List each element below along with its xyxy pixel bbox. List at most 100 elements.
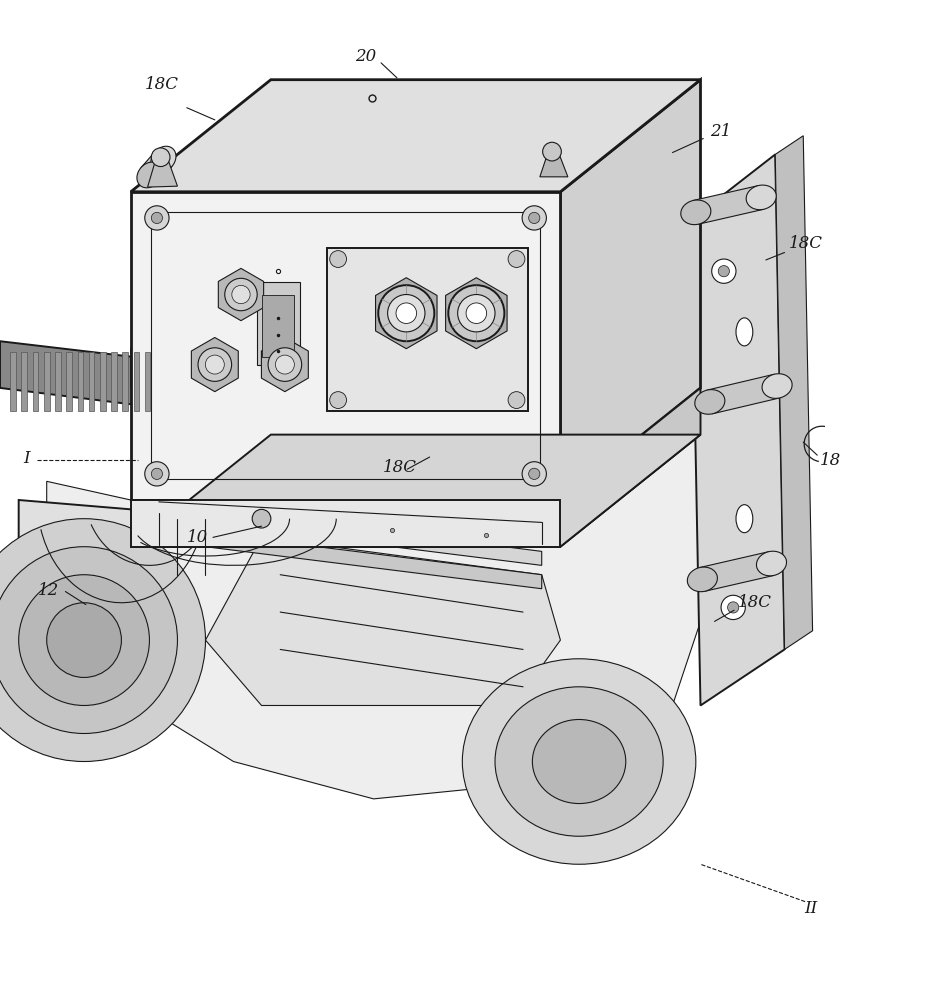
Ellipse shape <box>495 687 663 836</box>
Circle shape <box>205 355 224 374</box>
Ellipse shape <box>736 318 753 346</box>
Bar <box>262 295 294 357</box>
Polygon shape <box>10 352 16 411</box>
Polygon shape <box>21 352 27 411</box>
Circle shape <box>522 206 546 230</box>
Polygon shape <box>700 552 774 591</box>
Circle shape <box>508 251 525 267</box>
Circle shape <box>252 509 271 528</box>
Polygon shape <box>693 186 764 224</box>
Polygon shape <box>262 337 308 392</box>
Circle shape <box>330 392 347 408</box>
Circle shape <box>47 603 121 677</box>
Circle shape <box>448 285 504 341</box>
Polygon shape <box>44 352 50 411</box>
Circle shape <box>268 348 302 381</box>
Polygon shape <box>707 374 780 414</box>
Circle shape <box>225 278 257 311</box>
Circle shape <box>718 266 729 277</box>
Ellipse shape <box>736 505 753 533</box>
Ellipse shape <box>151 146 176 172</box>
Polygon shape <box>66 352 72 411</box>
Ellipse shape <box>757 551 786 576</box>
Circle shape <box>466 303 487 323</box>
Polygon shape <box>560 80 700 500</box>
Circle shape <box>508 392 525 408</box>
Polygon shape <box>205 537 560 705</box>
Ellipse shape <box>137 162 162 188</box>
Text: 18: 18 <box>820 452 842 469</box>
Text: 21: 21 <box>710 123 731 140</box>
Ellipse shape <box>762 374 792 398</box>
Ellipse shape <box>695 390 725 414</box>
Polygon shape <box>131 192 560 500</box>
Circle shape <box>232 285 250 304</box>
Text: 18C: 18C <box>738 594 771 611</box>
Circle shape <box>151 212 163 224</box>
Circle shape <box>529 212 540 224</box>
Polygon shape <box>47 435 710 799</box>
Text: I: I <box>22 450 30 467</box>
Polygon shape <box>145 352 150 411</box>
Bar <box>257 282 300 365</box>
Polygon shape <box>19 500 149 705</box>
Polygon shape <box>219 268 263 321</box>
Circle shape <box>276 355 294 374</box>
Circle shape <box>330 251 347 267</box>
Circle shape <box>712 259 736 283</box>
Text: 18C: 18C <box>789 235 823 252</box>
Text: 18C: 18C <box>383 459 417 476</box>
Polygon shape <box>148 160 177 187</box>
Text: 20: 20 <box>355 48 376 65</box>
Polygon shape <box>89 352 94 411</box>
Ellipse shape <box>681 200 711 225</box>
Circle shape <box>529 468 540 479</box>
Polygon shape <box>560 388 700 547</box>
Circle shape <box>198 348 232 381</box>
Polygon shape <box>134 352 139 411</box>
Polygon shape <box>191 337 238 392</box>
Polygon shape <box>131 80 700 192</box>
Polygon shape <box>111 352 117 411</box>
Text: 18C: 18C <box>145 76 178 93</box>
Polygon shape <box>205 533 542 589</box>
Polygon shape <box>540 153 568 177</box>
Circle shape <box>458 295 495 332</box>
Polygon shape <box>446 278 507 349</box>
Circle shape <box>543 142 561 161</box>
Polygon shape <box>78 352 83 411</box>
Polygon shape <box>205 509 542 565</box>
Circle shape <box>396 303 417 323</box>
Ellipse shape <box>687 567 717 592</box>
Bar <box>327 248 528 411</box>
Polygon shape <box>55 352 61 411</box>
Circle shape <box>151 468 163 479</box>
Polygon shape <box>131 346 159 390</box>
Ellipse shape <box>462 659 696 864</box>
Circle shape <box>522 462 546 486</box>
Circle shape <box>378 285 434 341</box>
Polygon shape <box>775 136 813 649</box>
Polygon shape <box>375 278 437 349</box>
Circle shape <box>151 148 170 167</box>
Circle shape <box>145 462 169 486</box>
Text: 10: 10 <box>187 529 208 546</box>
Text: 12: 12 <box>37 582 59 599</box>
Text: II: II <box>804 900 817 917</box>
Polygon shape <box>33 352 38 411</box>
Circle shape <box>388 295 425 332</box>
Circle shape <box>0 547 177 734</box>
Circle shape <box>19 575 149 705</box>
Circle shape <box>145 206 169 230</box>
Polygon shape <box>131 435 700 547</box>
Ellipse shape <box>532 719 626 804</box>
Polygon shape <box>131 500 560 547</box>
Polygon shape <box>122 352 128 411</box>
Polygon shape <box>0 341 159 407</box>
Polygon shape <box>691 154 785 705</box>
Circle shape <box>0 519 205 762</box>
Circle shape <box>721 595 745 620</box>
Polygon shape <box>141 152 172 182</box>
Polygon shape <box>131 435 700 547</box>
Ellipse shape <box>746 185 776 210</box>
